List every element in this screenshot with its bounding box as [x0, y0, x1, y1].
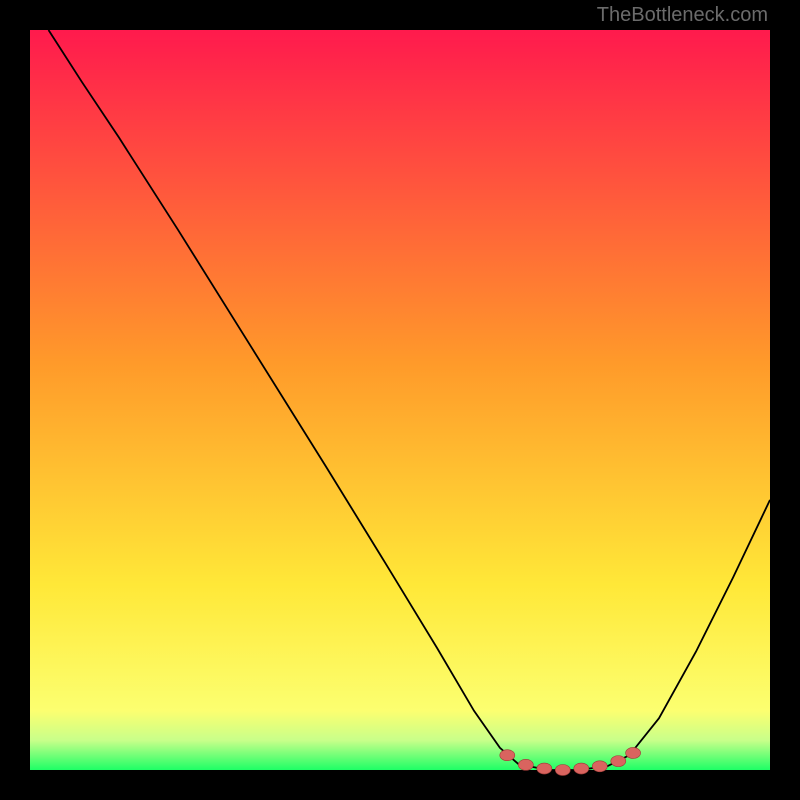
chart-overlay — [0, 0, 800, 800]
optimal-marker — [500, 750, 515, 761]
chart-frame: TheBottleneck.com — [0, 0, 800, 800]
optimal-marker — [592, 761, 607, 772]
optimal-marker — [574, 763, 589, 774]
optimal-marker — [537, 763, 552, 774]
watermark-text: TheBottleneck.com — [597, 4, 768, 27]
optimal-marker — [611, 756, 626, 767]
optimal-marker — [555, 765, 570, 776]
bottleneck-curve — [49, 30, 771, 770]
optimal-marker — [518, 759, 533, 770]
optimal-marker — [626, 747, 641, 758]
